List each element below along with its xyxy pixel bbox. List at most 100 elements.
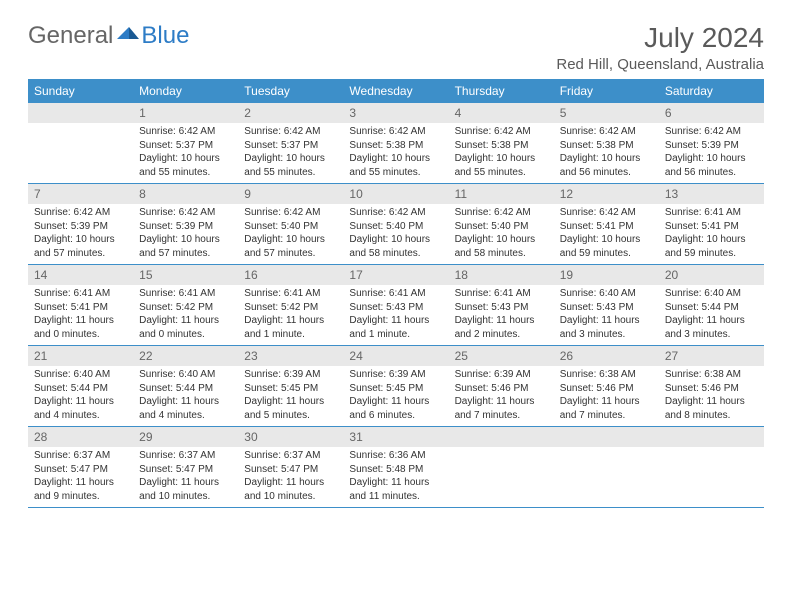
day-number: 5 (554, 103, 659, 123)
day-info: Sunrise: 6:42 AMSunset: 5:39 PMDaylight:… (133, 204, 238, 264)
day-info: Sunrise: 6:42 AMSunset: 5:40 PMDaylight:… (343, 204, 448, 264)
calendar-cell: 31Sunrise: 6:36 AMSunset: 5:48 PMDayligh… (343, 427, 448, 508)
day-info: Sunrise: 6:41 AMSunset: 5:42 PMDaylight:… (238, 285, 343, 345)
header: General Blue July 2024 Red Hill, Queensl… (28, 22, 764, 73)
calendar-cell (28, 103, 133, 184)
calendar-cell: 15Sunrise: 6:41 AMSunset: 5:42 PMDayligh… (133, 265, 238, 346)
weekday-header: Sunday (28, 79, 133, 103)
calendar-cell: 28Sunrise: 6:37 AMSunset: 5:47 PMDayligh… (28, 427, 133, 508)
weekday-header: Thursday (449, 79, 554, 103)
day-info: Sunrise: 6:40 AMSunset: 5:43 PMDaylight:… (554, 285, 659, 345)
day-info: Sunrise: 6:42 AMSunset: 5:38 PMDaylight:… (554, 123, 659, 183)
calendar-cell (659, 427, 764, 508)
calendar-cell: 18Sunrise: 6:41 AMSunset: 5:43 PMDayligh… (449, 265, 554, 346)
day-info: Sunrise: 6:41 AMSunset: 5:43 PMDaylight:… (343, 285, 448, 345)
weekday-header: Wednesday (343, 79, 448, 103)
day-info: Sunrise: 6:40 AMSunset: 5:44 PMDaylight:… (28, 366, 133, 426)
logo-text-2: Blue (141, 22, 189, 50)
day-number: 16 (238, 265, 343, 285)
calendar-week: 7Sunrise: 6:42 AMSunset: 5:39 PMDaylight… (28, 184, 764, 265)
calendar-cell: 26Sunrise: 6:38 AMSunset: 5:46 PMDayligh… (554, 346, 659, 427)
calendar-cell (554, 427, 659, 508)
day-number: 6 (659, 103, 764, 123)
day-number-empty (28, 103, 133, 123)
day-info: Sunrise: 6:42 AMSunset: 5:37 PMDaylight:… (238, 123, 343, 183)
calendar-cell: 12Sunrise: 6:42 AMSunset: 5:41 PMDayligh… (554, 184, 659, 265)
calendar-week: 1Sunrise: 6:42 AMSunset: 5:37 PMDaylight… (28, 103, 764, 184)
day-info: Sunrise: 6:42 AMSunset: 5:39 PMDaylight:… (28, 204, 133, 264)
day-info: Sunrise: 6:40 AMSunset: 5:44 PMDaylight:… (133, 366, 238, 426)
calendar-cell: 30Sunrise: 6:37 AMSunset: 5:47 PMDayligh… (238, 427, 343, 508)
day-number: 2 (238, 103, 343, 123)
day-number: 25 (449, 346, 554, 366)
day-info: Sunrise: 6:38 AMSunset: 5:46 PMDaylight:… (659, 366, 764, 426)
day-info: Sunrise: 6:39 AMSunset: 5:45 PMDaylight:… (238, 366, 343, 426)
day-number: 3 (343, 103, 448, 123)
weekday-header: Tuesday (238, 79, 343, 103)
location: Red Hill, Queensland, Australia (556, 56, 764, 73)
day-number: 23 (238, 346, 343, 366)
day-number: 12 (554, 184, 659, 204)
calendar-cell: 24Sunrise: 6:39 AMSunset: 5:45 PMDayligh… (343, 346, 448, 427)
logo-icon (117, 22, 139, 50)
calendar-cell: 21Sunrise: 6:40 AMSunset: 5:44 PMDayligh… (28, 346, 133, 427)
day-info: Sunrise: 6:39 AMSunset: 5:46 PMDaylight:… (449, 366, 554, 426)
calendar-cell: 25Sunrise: 6:39 AMSunset: 5:46 PMDayligh… (449, 346, 554, 427)
day-info: Sunrise: 6:37 AMSunset: 5:47 PMDaylight:… (133, 447, 238, 507)
day-number-empty (659, 427, 764, 447)
calendar-cell: 9Sunrise: 6:42 AMSunset: 5:40 PMDaylight… (238, 184, 343, 265)
calendar-cell: 23Sunrise: 6:39 AMSunset: 5:45 PMDayligh… (238, 346, 343, 427)
day-number: 4 (449, 103, 554, 123)
calendar-week: 14Sunrise: 6:41 AMSunset: 5:41 PMDayligh… (28, 265, 764, 346)
calendar-cell: 27Sunrise: 6:38 AMSunset: 5:46 PMDayligh… (659, 346, 764, 427)
day-number: 9 (238, 184, 343, 204)
weekday-header: Monday (133, 79, 238, 103)
calendar-cell: 4Sunrise: 6:42 AMSunset: 5:38 PMDaylight… (449, 103, 554, 184)
calendar-cell: 5Sunrise: 6:42 AMSunset: 5:38 PMDaylight… (554, 103, 659, 184)
day-info: Sunrise: 6:42 AMSunset: 5:39 PMDaylight:… (659, 123, 764, 183)
day-number: 13 (659, 184, 764, 204)
logo: General Blue (28, 22, 189, 50)
calendar-week: 21Sunrise: 6:40 AMSunset: 5:44 PMDayligh… (28, 346, 764, 427)
day-number: 24 (343, 346, 448, 366)
day-number: 10 (343, 184, 448, 204)
day-info: Sunrise: 6:41 AMSunset: 5:41 PMDaylight:… (28, 285, 133, 345)
calendar-cell: 20Sunrise: 6:40 AMSunset: 5:44 PMDayligh… (659, 265, 764, 346)
day-number: 26 (554, 346, 659, 366)
day-number: 11 (449, 184, 554, 204)
calendar-cell: 14Sunrise: 6:41 AMSunset: 5:41 PMDayligh… (28, 265, 133, 346)
day-number: 18 (449, 265, 554, 285)
day-number: 30 (238, 427, 343, 447)
month-title: July 2024 (556, 22, 764, 54)
calendar-week: 28Sunrise: 6:37 AMSunset: 5:47 PMDayligh… (28, 427, 764, 508)
day-number: 27 (659, 346, 764, 366)
day-number: 15 (133, 265, 238, 285)
day-info: Sunrise: 6:42 AMSunset: 5:37 PMDaylight:… (133, 123, 238, 183)
day-info: Sunrise: 6:38 AMSunset: 5:46 PMDaylight:… (554, 366, 659, 426)
weekday-header: Friday (554, 79, 659, 103)
day-info: Sunrise: 6:42 AMSunset: 5:40 PMDaylight:… (238, 204, 343, 264)
day-number: 19 (554, 265, 659, 285)
calendar-cell: 22Sunrise: 6:40 AMSunset: 5:44 PMDayligh… (133, 346, 238, 427)
day-number: 17 (343, 265, 448, 285)
calendar-cell: 8Sunrise: 6:42 AMSunset: 5:39 PMDaylight… (133, 184, 238, 265)
calendar-cell (449, 427, 554, 508)
day-number: 22 (133, 346, 238, 366)
calendar-cell: 17Sunrise: 6:41 AMSunset: 5:43 PMDayligh… (343, 265, 448, 346)
calendar-cell: 16Sunrise: 6:41 AMSunset: 5:42 PMDayligh… (238, 265, 343, 346)
day-number: 28 (28, 427, 133, 447)
day-info: Sunrise: 6:39 AMSunset: 5:45 PMDaylight:… (343, 366, 448, 426)
day-info: Sunrise: 6:37 AMSunset: 5:47 PMDaylight:… (238, 447, 343, 507)
day-info: Sunrise: 6:42 AMSunset: 5:41 PMDaylight:… (554, 204, 659, 264)
day-number-empty (449, 427, 554, 447)
title-block: July 2024 Red Hill, Queensland, Australi… (556, 22, 764, 73)
day-info: Sunrise: 6:42 AMSunset: 5:38 PMDaylight:… (343, 123, 448, 183)
calendar-cell: 3Sunrise: 6:42 AMSunset: 5:38 PMDaylight… (343, 103, 448, 184)
calendar-cell: 6Sunrise: 6:42 AMSunset: 5:39 PMDaylight… (659, 103, 764, 184)
calendar-cell: 10Sunrise: 6:42 AMSunset: 5:40 PMDayligh… (343, 184, 448, 265)
day-info: Sunrise: 6:41 AMSunset: 5:43 PMDaylight:… (449, 285, 554, 345)
day-info: Sunrise: 6:36 AMSunset: 5:48 PMDaylight:… (343, 447, 448, 507)
day-number: 20 (659, 265, 764, 285)
calendar-cell: 19Sunrise: 6:40 AMSunset: 5:43 PMDayligh… (554, 265, 659, 346)
day-number: 7 (28, 184, 133, 204)
